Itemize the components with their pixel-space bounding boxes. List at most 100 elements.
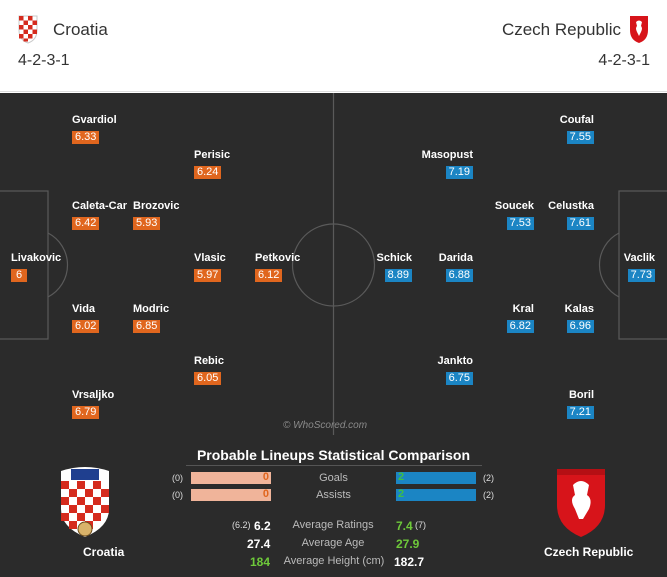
avg-age-row: 27.4 Average Age 27.9	[0, 537, 667, 551]
home-avg-age: 27.4	[247, 537, 271, 551]
avg-ratings-label: Average Ratings	[292, 519, 374, 531]
home-player[interactable]: Livakovic 6	[11, 252, 61, 286]
away-player[interactable]: Kalas 6.96	[565, 303, 594, 337]
home-player[interactable]: Modric 6.85	[133, 303, 169, 337]
assists-row: (0) 0 Assists 2 (2)	[0, 488, 667, 503]
away-player[interactable]: Celustka 7.61	[548, 200, 594, 234]
player-name: Perisic	[194, 149, 231, 161]
player-rating: 8.89	[384, 269, 412, 282]
away-player[interactable]: Coufal 7.55	[560, 114, 594, 148]
home-player[interactable]: Gvardiol 6.33	[72, 114, 117, 148]
player-name: Vlasic	[194, 252, 226, 264]
player-name: Soucek	[494, 200, 534, 212]
player-rating: 7.55	[566, 131, 594, 144]
home-player[interactable]: Vida 6.02	[72, 303, 100, 337]
player-name: Kalas	[564, 303, 594, 315]
player-rating: 6.75	[445, 372, 473, 385]
player-name: Brozovic	[133, 200, 180, 212]
away-avg-rating: 7.4	[396, 519, 413, 533]
player-name: Jankto	[437, 355, 473, 367]
home-player[interactable]: Vrsaljko 6.79	[72, 389, 114, 423]
away-player[interactable]: Kral 6.82	[506, 303, 534, 337]
away-player[interactable]: Darida 6.88	[439, 252, 473, 286]
home-assists-bar: 0	[191, 488, 271, 501]
goals-row: (0) 0 Goals 2 (2)	[0, 471, 667, 486]
avg-ratings-row: (6.2) 6.2 Average Ratings 7.4 (7)	[0, 519, 667, 533]
home-goals-value: 0	[262, 471, 269, 483]
avg-height-row: 184 Average Height (cm) 182.7	[0, 555, 667, 569]
player-name: Vaclik	[623, 252, 655, 264]
watermark: © WhoScored.com	[283, 420, 368, 431]
away-player[interactable]: Soucek 7.53	[495, 200, 534, 234]
statistical-comparison: Probable Lineups Statistical Comparison …	[0, 435, 667, 577]
player-name: Schick	[376, 252, 412, 264]
player-rating: 6.82	[506, 320, 534, 333]
player-name: Kral	[512, 303, 534, 315]
player-name: Caleta-Car	[72, 200, 128, 212]
player-rating: 7.61	[566, 217, 594, 230]
player-rating: 6	[11, 269, 27, 282]
home-player[interactable]: Perisic 6.24	[194, 149, 230, 183]
away-player[interactable]: Masopust 7.19	[422, 149, 473, 183]
home-goals-season: (0)	[172, 473, 183, 483]
player-rating: 6.79	[72, 406, 100, 419]
home-goals-bar: 0	[191, 471, 271, 484]
player-rating: 7.53	[506, 217, 534, 230]
home-ratings-season: (6.2)	[232, 520, 251, 530]
player-rating: 6.85	[133, 320, 161, 333]
player-rating: 6.02	[72, 320, 100, 333]
avg-height-label: Average Height (cm)	[283, 555, 385, 567]
away-goals-season: (2)	[483, 473, 494, 483]
away-ratings-season: (7)	[415, 520, 426, 530]
home-avg-rating: 6.2	[254, 519, 271, 533]
player-name: Masopust	[421, 149, 473, 161]
away-player[interactable]: Schick 8.89	[377, 252, 412, 286]
avg-age-label: Average Age	[301, 537, 365, 549]
away-assists-season: (2)	[483, 490, 494, 500]
player-name: Gvardiol	[72, 114, 117, 126]
player-rating: 6.12	[255, 269, 283, 282]
divider	[186, 465, 482, 466]
home-player[interactable]: Rebic 6.05	[194, 355, 224, 389]
home-team-label: Croatia	[83, 545, 125, 559]
home-assists-season: (0)	[172, 490, 183, 500]
player-name: Darida	[438, 252, 473, 264]
home-player[interactable]: Caleta-Car 6.42	[72, 200, 127, 234]
player-rating: 7.19	[445, 166, 473, 179]
player-rating: 7.21	[566, 406, 594, 419]
player-name: Modric	[133, 303, 170, 315]
away-avg-height: 182.7	[394, 555, 425, 569]
player-name: Coufal	[559, 114, 594, 126]
away-player[interactable]: Boril 7.21	[566, 389, 594, 423]
player-name: Vida	[72, 303, 96, 315]
player-name: Boril	[568, 389, 594, 401]
home-player[interactable]: Petkovic 6.12	[255, 252, 300, 286]
player-rating: 6.05	[194, 372, 222, 385]
czech-team-crest-icon	[557, 469, 605, 537]
player-rating: 6.42	[72, 217, 100, 230]
pitch: Gvardiol 6.33 Perisic 6.24 Caleta-Car 6.…	[0, 93, 667, 435]
pitch-markings	[0, 93, 667, 435]
player-rating: 6.88	[445, 269, 473, 282]
away-team-name[interactable]: Czech Republic	[501, 20, 621, 39]
away-player[interactable]: Vaclik 7.73	[624, 252, 655, 286]
away-team-label: Czech Republic	[544, 545, 634, 559]
home-team-name[interactable]: Croatia	[53, 20, 108, 39]
czech-crest-icon	[630, 16, 648, 43]
away-player[interactable]: Jankto 6.75	[438, 355, 473, 389]
player-rating: 6.96	[566, 320, 594, 333]
player-rating: 5.93	[133, 217, 161, 230]
home-player[interactable]: Brozovic 5.93	[133, 200, 179, 234]
away-goals-value: 2	[398, 471, 405, 483]
player-rating: 6.33	[72, 131, 100, 144]
home-formation: 4-2-3-1	[18, 52, 70, 69]
away-goals-bar: 2	[396, 471, 476, 484]
home-player[interactable]: Vlasic 5.97	[194, 252, 226, 286]
player-name: Livakovic	[11, 252, 62, 264]
player-name: Rebic	[194, 355, 224, 367]
comparison-title: Probable Lineups Statistical Comparison	[196, 447, 471, 463]
away-formation: 4-2-3-1	[598, 52, 650, 69]
croatia-crest-icon	[61, 467, 109, 537]
croatia-flag-icon	[18, 15, 38, 44]
player-name: Vrsaljko	[72, 389, 115, 401]
